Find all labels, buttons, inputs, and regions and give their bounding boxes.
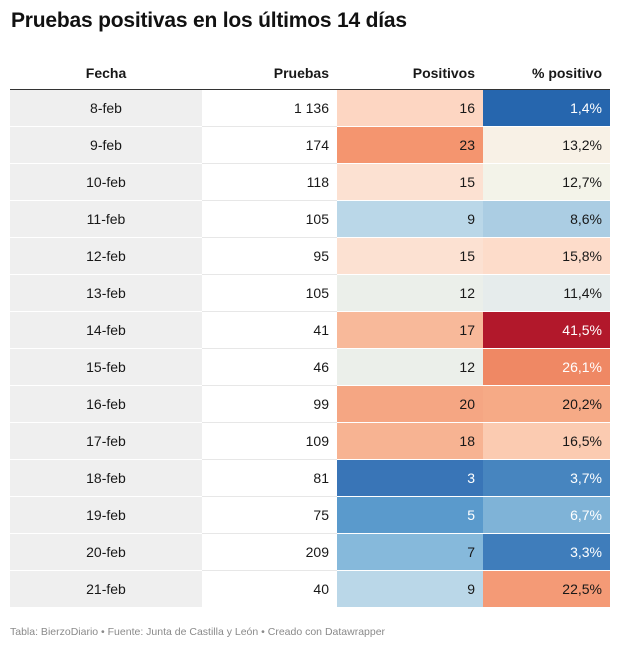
fecha-cell: 19-feb bbox=[10, 496, 202, 534]
table-row: 21-feb 40 9 22,5% bbox=[10, 570, 610, 608]
fecha-cell: 11-feb bbox=[10, 200, 202, 238]
pruebas-cell: 105 bbox=[202, 274, 337, 312]
pruebas-cell: 1 136 bbox=[202, 89, 337, 127]
pruebas-cell: 105 bbox=[202, 200, 337, 238]
pct-positivo-cell: 11,4% bbox=[483, 274, 610, 312]
pct-positivo-cell: 26,1% bbox=[483, 348, 610, 386]
positivos-cell: 23 bbox=[337, 126, 483, 164]
pruebas-cell: 174 bbox=[202, 126, 337, 164]
table-row: 9-feb 174 23 13,2% bbox=[10, 126, 610, 164]
positivos-cell: 9 bbox=[337, 200, 483, 238]
pct-positivo-cell: 6,7% bbox=[483, 496, 610, 534]
column-header-pct-positivo[interactable]: % positivo bbox=[483, 56, 610, 90]
fecha-cell: 18-feb bbox=[10, 459, 202, 497]
pct-positivo-cell: 16,5% bbox=[483, 422, 610, 460]
positivos-cell: 9 bbox=[337, 570, 483, 608]
positivos-cell: 15 bbox=[337, 237, 483, 275]
positivos-cell: 12 bbox=[337, 274, 483, 312]
positivos-cell: 3 bbox=[337, 459, 483, 497]
table-row: 8-feb 1 136 16 1,4% bbox=[10, 89, 610, 127]
fecha-cell: 14-feb bbox=[10, 311, 202, 349]
pct-positivo-cell: 3,3% bbox=[483, 533, 610, 571]
pruebas-cell: 118 bbox=[202, 163, 337, 201]
fecha-cell: 16-feb bbox=[10, 385, 202, 423]
pruebas-cell: 209 bbox=[202, 533, 337, 571]
table-row: 18-feb 81 3 3,7% bbox=[10, 459, 610, 497]
fecha-cell: 10-feb bbox=[10, 163, 202, 201]
pct-positivo-cell: 13,2% bbox=[483, 126, 610, 164]
pct-positivo-cell: 22,5% bbox=[483, 570, 610, 608]
table-row: 13-feb 105 12 11,4% bbox=[10, 274, 610, 312]
table-body: 8-feb 1 136 16 1,4% 9-feb 174 23 13,2% 10-feb 118… bbox=[10, 89, 610, 608]
fecha-cell: 21-feb bbox=[10, 570, 202, 608]
fecha-cell: 8-feb bbox=[10, 89, 202, 127]
column-header-positivos[interactable]: Positivos bbox=[337, 56, 483, 90]
fecha-cell: 12-feb bbox=[10, 237, 202, 275]
column-header-pruebas[interactable]: Pruebas bbox=[202, 56, 337, 90]
table-row: 19-feb 75 5 6,7% bbox=[10, 496, 610, 534]
pct-positivo-cell: 20,2% bbox=[483, 385, 610, 423]
fecha-cell: 13-feb bbox=[10, 274, 202, 312]
pruebas-cell: 40 bbox=[202, 570, 337, 608]
fecha-cell: 20-feb bbox=[10, 533, 202, 571]
pct-positivo-cell: 15,8% bbox=[483, 237, 610, 275]
pruebas-cell: 41 bbox=[202, 311, 337, 349]
table-row: 15-feb 46 12 26,1% bbox=[10, 348, 610, 386]
positivos-cell: 16 bbox=[337, 89, 483, 127]
positivos-cell: 17 bbox=[337, 311, 483, 349]
table-row: 14-feb 41 17 41,5% bbox=[10, 311, 610, 349]
positivos-cell: 7 bbox=[337, 533, 483, 571]
table-row: 11-feb 105 9 8,6% bbox=[10, 200, 610, 238]
table-row: 10-feb 118 15 12,7% bbox=[10, 163, 610, 201]
pct-positivo-cell: 8,6% bbox=[483, 200, 610, 238]
pruebas-cell: 81 bbox=[202, 459, 337, 497]
pruebas-cell: 109 bbox=[202, 422, 337, 460]
fecha-cell: 17-feb bbox=[10, 422, 202, 460]
column-header-fecha[interactable]: Fecha bbox=[10, 56, 202, 90]
table-row: 16-feb 99 20 20,2% bbox=[10, 385, 610, 423]
fecha-cell: 9-feb bbox=[10, 126, 202, 164]
table-row: 17-feb 109 18 16,5% bbox=[10, 422, 610, 460]
fecha-cell: 15-feb bbox=[10, 348, 202, 386]
pct-positivo-cell: 12,7% bbox=[483, 163, 610, 201]
pct-positivo-cell: 3,7% bbox=[483, 459, 610, 497]
positivos-cell: 18 bbox=[337, 422, 483, 460]
chart-title: Pruebas positivas en los últimos 14 días bbox=[11, 9, 407, 32]
pruebas-cell: 75 bbox=[202, 496, 337, 534]
pruebas-cell: 46 bbox=[202, 348, 337, 386]
positivos-cell: 12 bbox=[337, 348, 483, 386]
pct-positivo-cell: 41,5% bbox=[483, 311, 610, 349]
table-row: 20-feb 209 7 3,3% bbox=[10, 533, 610, 571]
table-row: 12-feb 95 15 15,8% bbox=[10, 237, 610, 275]
positivos-cell: 20 bbox=[337, 385, 483, 423]
pruebas-cell: 95 bbox=[202, 237, 337, 275]
positivos-cell: 15 bbox=[337, 163, 483, 201]
footer-credits: Tabla: BierzoDiario • Fuente: Junta de C… bbox=[10, 626, 386, 638]
pruebas-cell: 99 bbox=[202, 385, 337, 423]
positivos-cell: 5 bbox=[337, 496, 483, 534]
pct-positivo-cell: 1,4% bbox=[483, 89, 610, 127]
table-header: Fecha Pruebas Positivos % positivo bbox=[10, 56, 610, 90]
data-table: Fecha Pruebas Positivos % positivo 8-feb… bbox=[10, 56, 610, 608]
